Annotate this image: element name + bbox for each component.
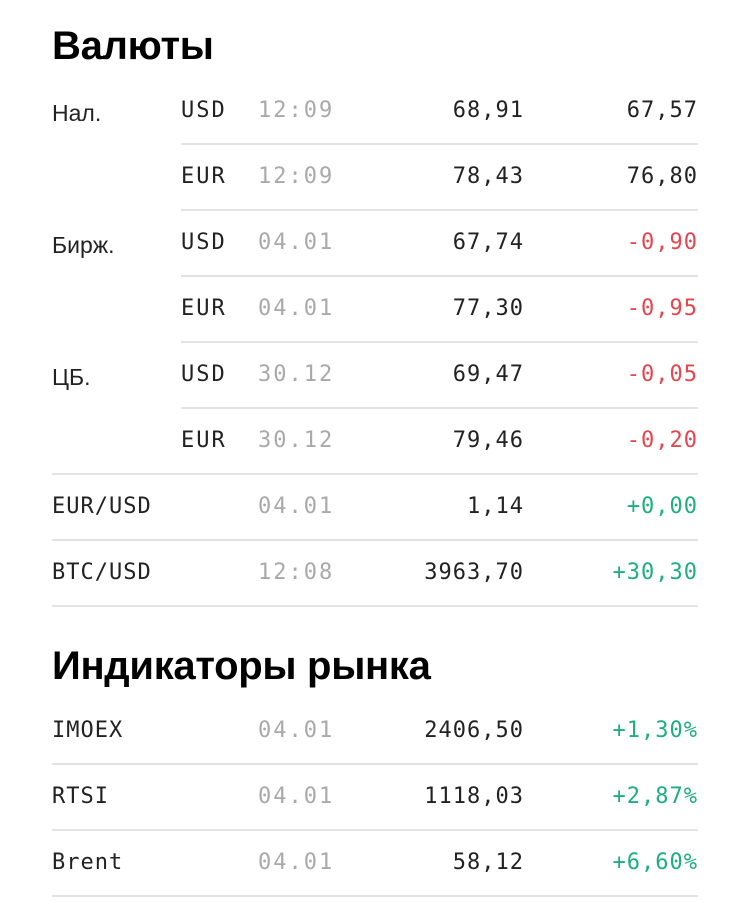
indicator-change: +6,60% [612,850,698,875]
rate-change: -0,90 [626,230,698,255]
rate-change: +30,30 [612,560,698,585]
row-divider [52,605,698,607]
update-time: 04.01 [258,494,335,519]
indicator-name: RTSI [52,784,109,809]
row-divider [181,209,698,211]
indicator-row-brent[interactable]: Brent 04.01 58,12 +6,60% [0,831,750,897]
rate-change: -0,05 [626,362,698,387]
indicator-value: 2406,50 [424,718,524,743]
rate-value: 77,30 [452,296,524,321]
indicator-name: IMOEX [52,718,124,743]
currency-code: USD [181,362,227,387]
rate-row-cb-eur[interactable]: EUR 30.12 79,46 -0,20 [0,409,750,475]
row-divider [52,539,698,541]
rate-value: 68,91 [452,98,524,123]
update-time: 04.01 [258,230,335,255]
rate-value: 79,46 [452,428,524,453]
rate-change: -0,95 [626,296,698,321]
currencies-title: Валюты [52,24,214,68]
row-divider [52,829,698,831]
rate-value: 3963,70 [424,560,524,585]
currency-code: EUR [181,428,227,453]
indicator-change: +1,30% [612,718,698,743]
row-divider [181,407,698,409]
row-divider [181,275,698,277]
update-time: 30.12 [258,362,335,387]
group-label: Нал. [52,100,102,126]
update-time: 12:09 [258,164,335,189]
indicator-name: Brent [52,850,124,875]
rate-change: -0,20 [626,428,698,453]
row-divider [52,895,698,897]
indicator-change: +2,87% [612,784,698,809]
rate-row-btc-usd[interactable]: BTC/USD 12:08 3963,70 +30,30 [0,541,750,607]
pair-name: BTC/USD [52,560,152,585]
update-time: 04.01 [258,784,335,809]
rate-row-exchange-eur[interactable]: EUR 04.01 77,30 -0,95 [0,277,750,343]
row-divider [52,763,698,765]
group-label: ЦБ. [52,364,91,390]
update-time: 04.01 [258,296,335,321]
rate-row-exchange-usd[interactable]: Бирж. USD 04.01 67,74 -0,90 [0,211,750,277]
rate-value: 69,47 [452,362,524,387]
currency-code: USD [181,230,227,255]
row-divider [181,341,698,343]
update-time: 12:09 [258,98,335,123]
currency-code: EUR [181,164,227,189]
update-time: 30.12 [258,428,335,453]
currency-code: USD [181,98,227,123]
currency-table: Нал. USD 12:09 68,91 67,57 EUR 12:09 78,… [0,79,750,607]
indicator-table: IMOEX 04.01 2406,50 +1,30% RTSI 04.01 11… [0,699,750,897]
rate-change: +0,00 [626,494,698,519]
update-time: 04.01 [258,850,335,875]
row-divider [181,143,698,145]
rate-value: 67,74 [452,230,524,255]
indicator-row-imoex[interactable]: IMOEX 04.01 2406,50 +1,30% [0,699,750,765]
indicator-value: 1118,03 [424,784,524,809]
pair-name: EUR/USD [52,494,152,519]
rate-row-cb-usd[interactable]: ЦБ. USD 30.12 69,47 -0,05 [0,343,750,409]
update-time: 12:08 [258,560,335,585]
indicator-row-rtsi[interactable]: RTSI 04.01 1118,03 +2,87% [0,765,750,831]
rate-row-cash-eur[interactable]: EUR 12:09 78,43 76,80 [0,145,750,211]
indicators-title: Индикаторы рынка [52,644,431,688]
rate-change: 76,80 [626,164,698,189]
group-label: Бирж. [52,232,115,258]
rate-row-cash-usd[interactable]: Нал. USD 12:09 68,91 67,57 [0,79,750,145]
rate-value: 78,43 [452,164,524,189]
rate-change: 67,57 [626,98,698,123]
rate-value: 1,14 [467,494,524,519]
rate-row-eur-usd[interactable]: EUR/USD 04.01 1,14 +0,00 [0,475,750,541]
indicator-value: 58,12 [452,850,524,875]
currency-code: EUR [181,296,227,321]
update-time: 04.01 [258,718,335,743]
row-divider [52,473,698,475]
